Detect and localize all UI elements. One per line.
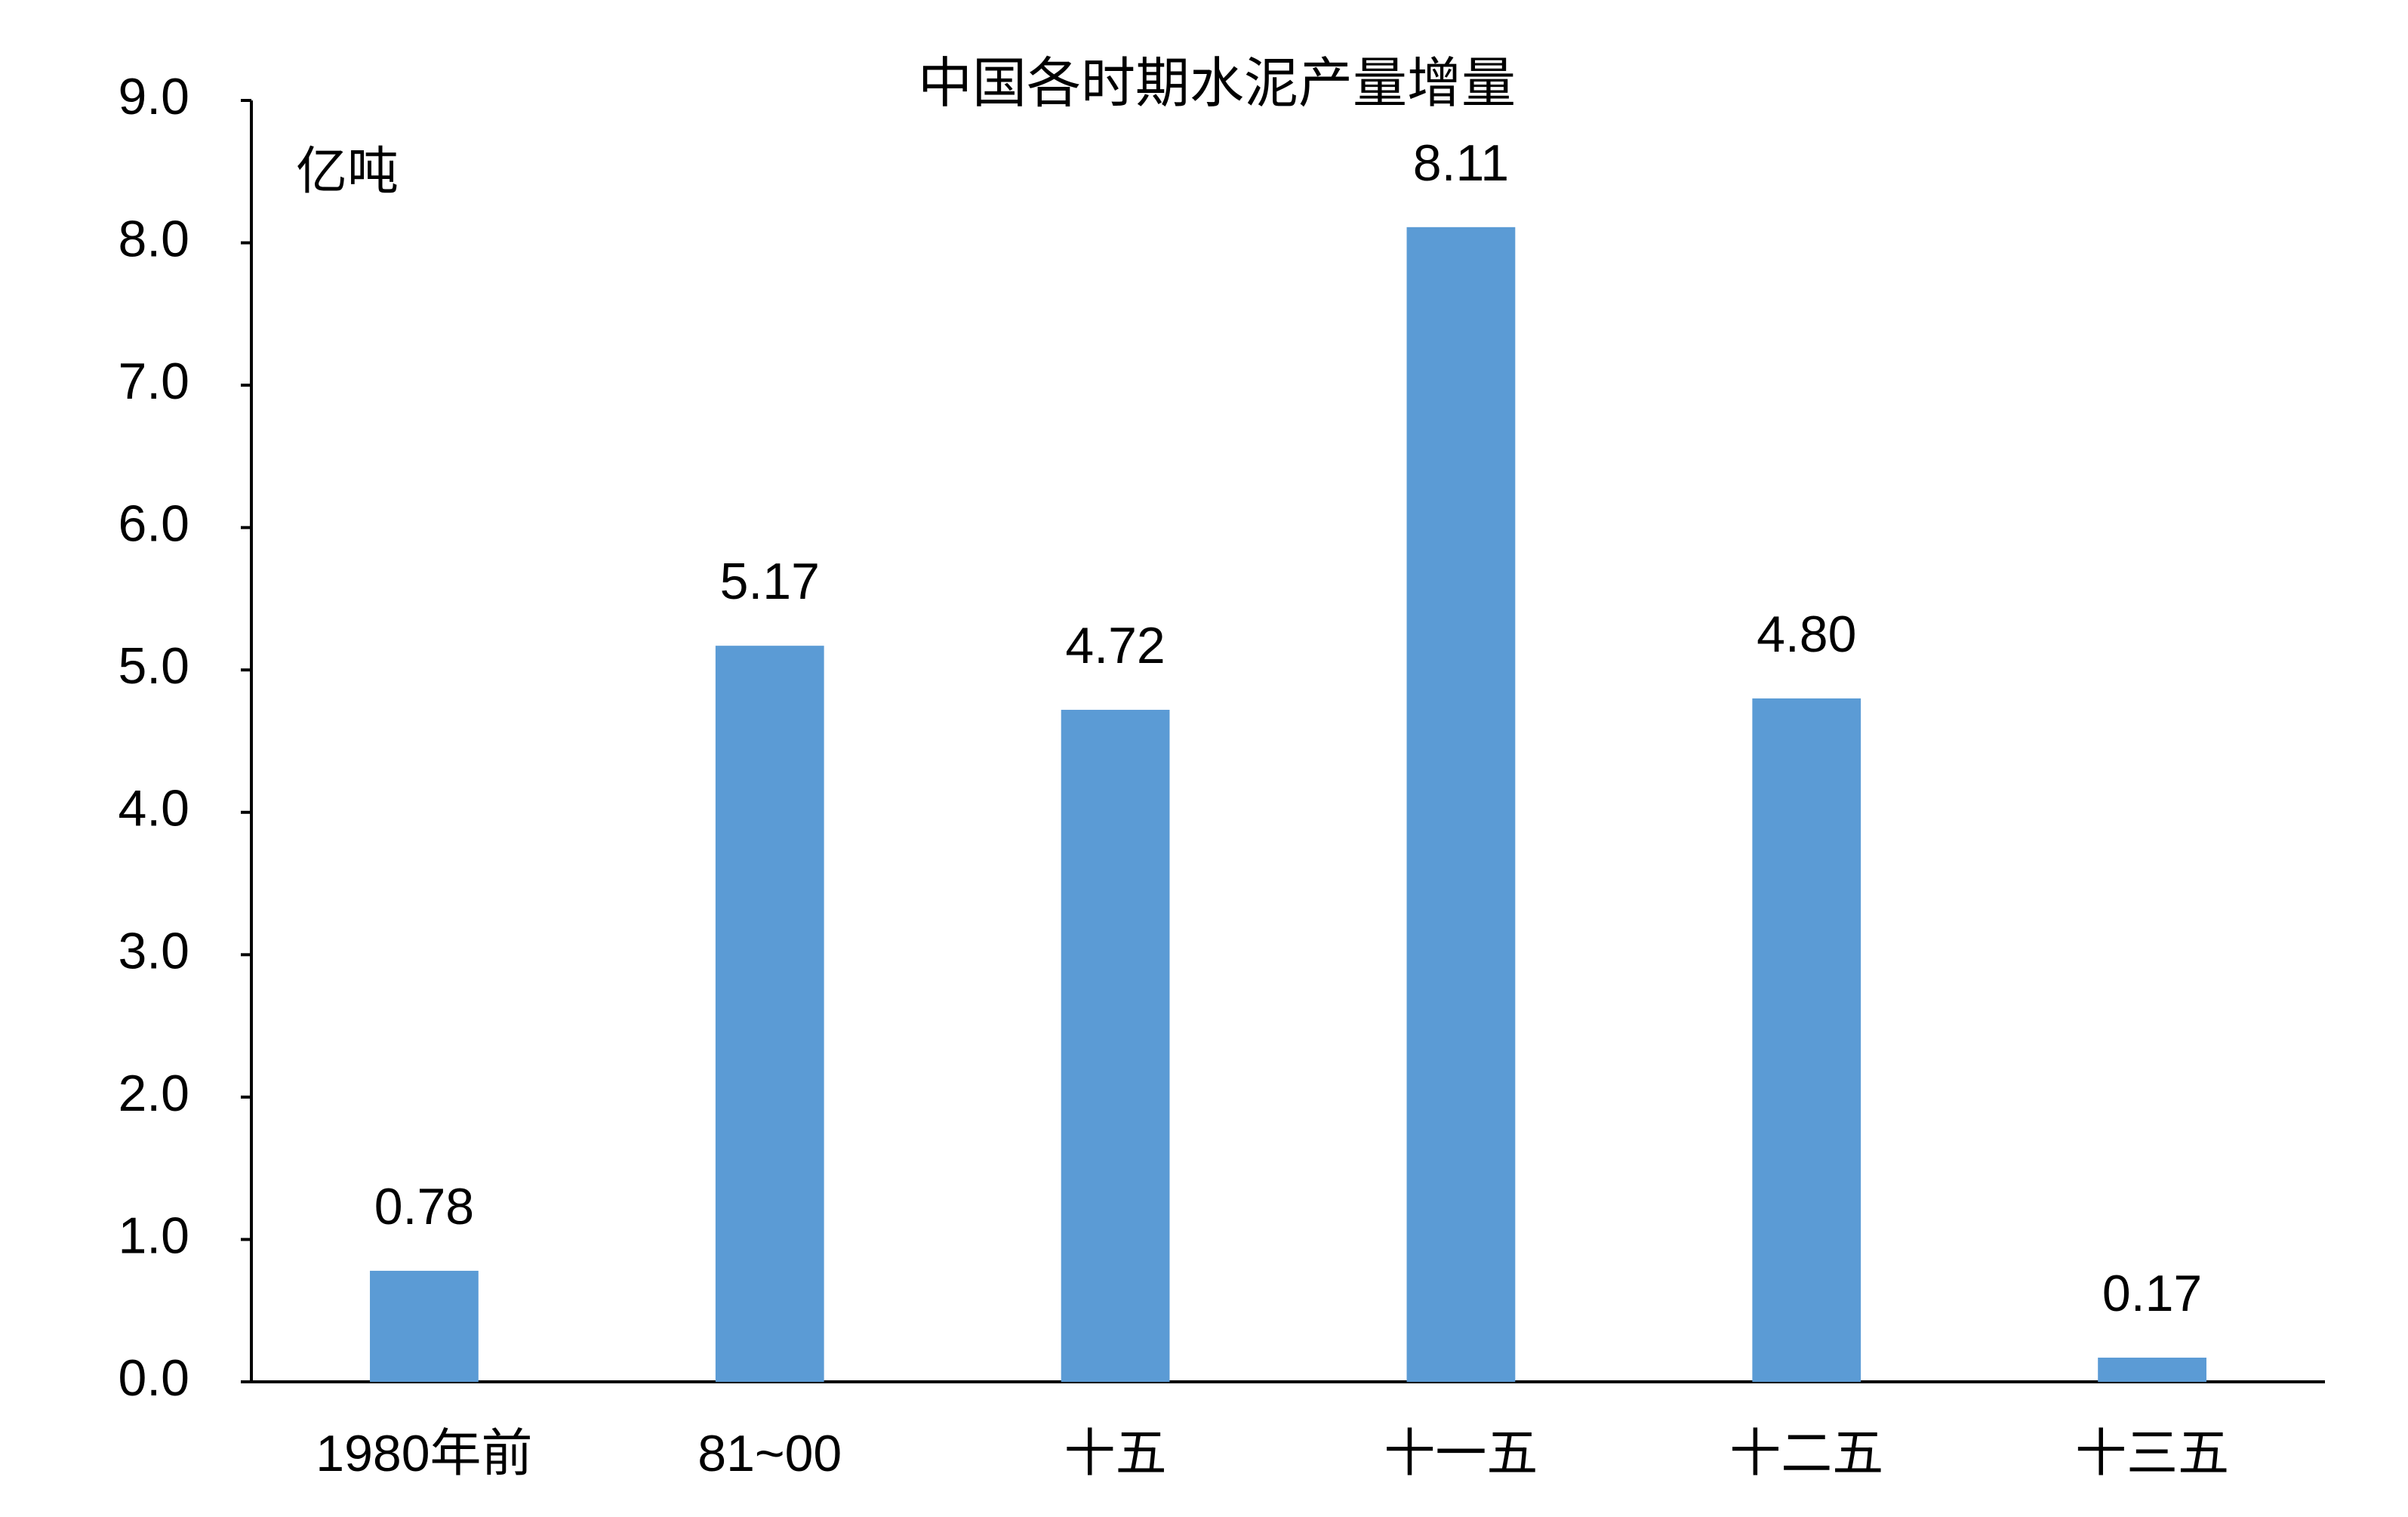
- x-tick-label: 1980年前: [316, 1425, 532, 1482]
- bar: [1406, 227, 1516, 1382]
- y-tick-label: 0.0: [118, 1349, 189, 1407]
- x-tick-label: 十三五: [2075, 1425, 2229, 1482]
- chart-title: 中国各时期水泥产量增量: [918, 54, 1516, 114]
- bar: [715, 646, 824, 1382]
- y-tick-label: 1.0: [118, 1207, 189, 1264]
- y-tick-label: 6.0: [118, 495, 189, 553]
- y-tick-label: 7.0: [118, 353, 189, 410]
- x-tick-label: 81~00: [697, 1425, 842, 1482]
- data-label: 8.11: [1413, 134, 1509, 192]
- y-tick-label: 8.0: [118, 211, 189, 268]
- data-label: 4.72: [1065, 617, 1165, 674]
- y-tick-label: 3.0: [118, 922, 189, 979]
- bar: [370, 1270, 479, 1382]
- x-tick-label: 十五: [1064, 1425, 1167, 1482]
- data-label: 0.78: [374, 1178, 474, 1235]
- bar: [2098, 1357, 2206, 1382]
- bar: [1752, 698, 1861, 1382]
- data-label: 5.17: [720, 553, 820, 610]
- y-tick-label: 2.0: [118, 1065, 189, 1122]
- x-tick-label: 十一五: [1384, 1425, 1538, 1482]
- y-tick-label: 5.0: [118, 637, 189, 695]
- y-tick-label: 9.0: [118, 68, 189, 125]
- x-tick-label: 十二五: [1729, 1425, 1883, 1482]
- y-axis-unit: 亿吨: [296, 143, 399, 200]
- y-tick-label: 4.0: [118, 780, 189, 837]
- data-label: 0.17: [2102, 1265, 2202, 1322]
- data-label: 4.80: [1757, 606, 1856, 663]
- bar: [1061, 710, 1170, 1382]
